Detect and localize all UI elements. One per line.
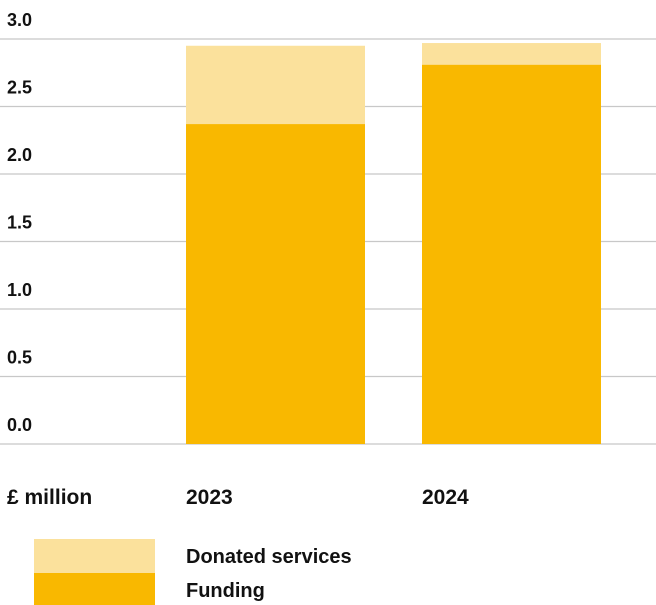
y-tick-label: 1.0	[7, 280, 32, 300]
bar-2023-funding	[186, 124, 365, 445]
y-tick-label: 3.0	[7, 10, 32, 30]
x-axis-category-labels: 2023 2024	[186, 486, 469, 509]
legend-swatch	[34, 539, 155, 573]
legend-label: Donated services	[186, 546, 352, 568]
bar-2024-donated-services	[422, 43, 601, 65]
bar-2024-funding	[422, 64, 601, 445]
y-axis-tick-labels: 0.0 0.5 1.0 1.5 2.0 2.5 3.0	[7, 10, 32, 435]
x-category-label: 2024	[422, 486, 469, 509]
bars	[186, 43, 601, 445]
legend-label: Funding	[186, 580, 265, 602]
y-tick-label: 0.5	[7, 348, 32, 368]
bar-2023-donated-services	[186, 45, 365, 125]
y-tick-label: 2.5	[7, 78, 32, 98]
x-axis-label: £ million	[7, 486, 92, 509]
y-tick-label: 0.0	[7, 415, 32, 435]
y-tick-label: 1.5	[7, 213, 32, 233]
legend: Donated services Funding	[34, 539, 352, 605]
legend-swatch	[34, 573, 155, 605]
y-tick-label: 2.0	[7, 145, 32, 165]
x-category-label: 2023	[186, 486, 233, 509]
